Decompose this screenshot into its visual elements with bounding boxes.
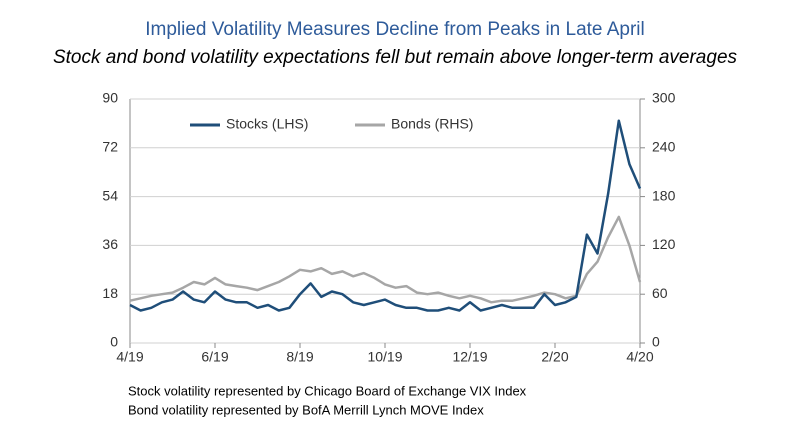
y-tick-label: 72: [102, 139, 118, 155]
x-tick-label: 4/20: [626, 349, 653, 365]
chart-title: Implied Volatility Measures Decline from…: [145, 19, 645, 40]
y-tick-label: 36: [102, 236, 118, 252]
x-tick-label: 12/19: [452, 349, 487, 365]
x-tick-label: 8/19: [286, 349, 313, 365]
y2-tick-label: 300: [652, 90, 676, 106]
series-line: [129, 119, 642, 312]
x-tick-label: 4/19: [116, 349, 143, 365]
legend-label: Stocks (LHS): [226, 116, 308, 132]
x-tick-label: 6/19: [201, 349, 228, 365]
y-tick-label: 0: [110, 334, 118, 350]
y2-tick-label: 0: [652, 334, 660, 350]
y-tick-label: 90: [102, 90, 118, 106]
chart-subtitle: Stock and bond volatility expectations f…: [53, 47, 738, 68]
y2-tick-label: 60: [652, 285, 668, 301]
y2-tick-label: 180: [652, 187, 676, 203]
y2-tick-label: 240: [652, 139, 676, 155]
y-tick-label: 54: [102, 187, 118, 203]
footnote: Bond volatility represented by BofA Merr…: [128, 402, 484, 417]
y2-tick-label: 120: [652, 236, 676, 252]
footnote: Stock volatility represented by Chicago …: [128, 383, 527, 398]
legend-label: Bonds (RHS): [391, 116, 473, 132]
x-tick-label: 10/19: [367, 349, 402, 365]
x-tick-label: 2/20: [541, 349, 568, 365]
y-tick-label: 18: [102, 285, 118, 301]
series-line: [129, 215, 642, 304]
